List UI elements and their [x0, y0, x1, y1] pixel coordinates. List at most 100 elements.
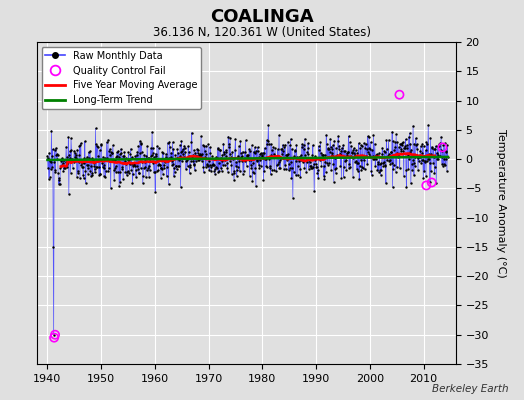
Point: [227, 153, 235, 160]
Point: [164, 158, 172, 164]
Point: [402, 184, 411, 190]
Point: [310, 188, 319, 195]
Point: [282, 152, 291, 158]
Point: [437, 134, 445, 140]
Point: [328, 150, 336, 156]
Point: [376, 167, 384, 173]
Point: [385, 158, 393, 164]
Point: [106, 152, 114, 159]
Point: [139, 165, 148, 172]
Point: [325, 146, 333, 153]
Point: [415, 153, 423, 160]
Point: [276, 157, 284, 164]
Point: [240, 156, 248, 163]
Point: [115, 154, 123, 160]
Point: [335, 151, 344, 157]
Point: [194, 157, 203, 164]
Point: [345, 164, 353, 171]
Point: [185, 170, 194, 176]
Point: [151, 188, 159, 195]
Point: [181, 149, 190, 156]
Point: [299, 142, 308, 148]
Point: [346, 153, 355, 160]
Point: [375, 150, 384, 156]
Point: [44, 155, 52, 162]
Point: [122, 160, 130, 167]
Point: [122, 155, 130, 161]
Point: [339, 142, 347, 148]
Point: [160, 158, 169, 165]
Point: [358, 165, 367, 171]
Point: [395, 92, 403, 98]
Point: [379, 160, 387, 166]
Point: [96, 171, 104, 177]
Point: [349, 146, 357, 153]
Point: [298, 141, 307, 148]
Point: [385, 151, 394, 158]
Point: [427, 168, 435, 174]
Point: [424, 122, 432, 128]
Point: [138, 159, 147, 166]
Point: [78, 163, 86, 170]
Point: [275, 165, 283, 171]
Point: [294, 154, 303, 160]
Point: [252, 148, 260, 154]
Point: [384, 153, 392, 159]
Point: [383, 157, 391, 163]
Point: [223, 165, 232, 171]
Point: [320, 163, 328, 170]
Point: [170, 165, 179, 171]
Point: [333, 152, 341, 158]
Point: [291, 147, 299, 153]
Point: [112, 169, 120, 175]
Point: [391, 169, 400, 175]
Point: [151, 150, 160, 157]
Point: [226, 150, 235, 157]
Point: [390, 144, 399, 150]
Point: [176, 153, 184, 159]
Point: [182, 166, 190, 172]
Point: [420, 168, 429, 174]
Point: [441, 156, 450, 162]
Point: [149, 145, 157, 151]
Point: [318, 152, 326, 158]
Point: [101, 154, 109, 161]
Point: [354, 167, 362, 174]
Point: [378, 150, 386, 157]
Point: [303, 149, 311, 156]
Point: [287, 174, 296, 181]
Point: [434, 152, 442, 158]
Point: [234, 164, 242, 170]
Point: [312, 155, 320, 161]
Point: [170, 173, 178, 180]
Point: [70, 159, 78, 165]
Point: [222, 147, 230, 153]
Point: [248, 177, 256, 184]
Point: [137, 141, 146, 147]
Point: [147, 145, 155, 151]
Point: [281, 166, 290, 172]
Point: [398, 142, 407, 148]
Point: [139, 173, 147, 180]
Point: [138, 180, 147, 186]
Point: [50, 147, 59, 153]
Point: [358, 142, 366, 149]
Point: [430, 170, 439, 176]
Point: [419, 157, 427, 164]
Point: [47, 166, 55, 172]
Point: [207, 168, 215, 175]
Point: [286, 164, 294, 171]
Point: [429, 146, 438, 152]
Point: [205, 162, 214, 168]
Point: [236, 149, 245, 156]
Point: [274, 161, 282, 167]
Point: [419, 175, 428, 181]
Point: [71, 158, 79, 165]
Point: [249, 160, 257, 166]
Point: [363, 161, 372, 167]
Point: [161, 156, 169, 162]
Point: [118, 166, 126, 173]
Point: [190, 147, 198, 153]
Point: [117, 146, 125, 152]
Point: [426, 179, 434, 186]
